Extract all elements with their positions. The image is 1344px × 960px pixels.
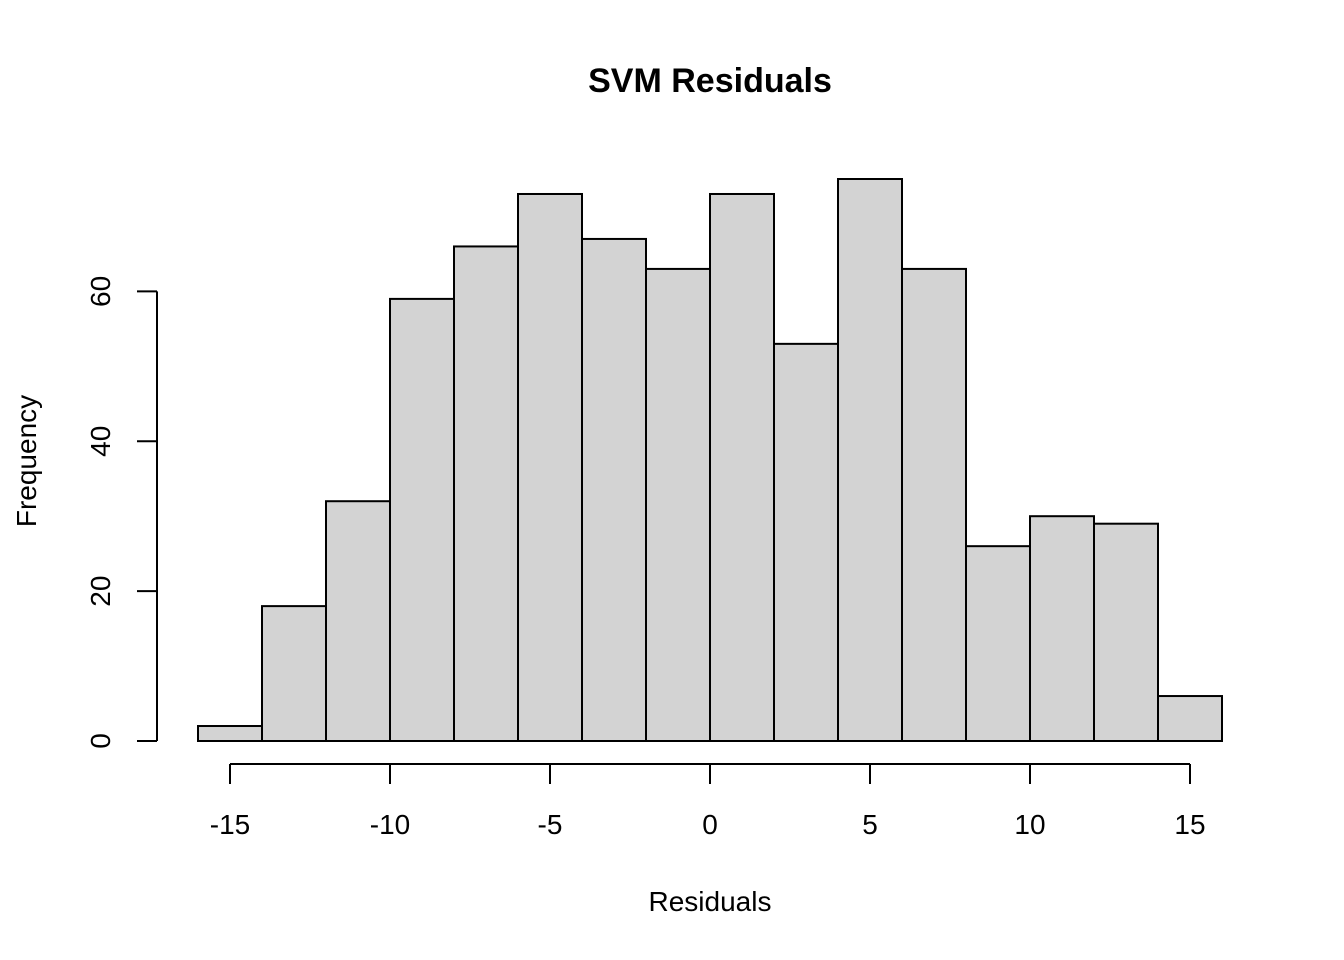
y-tick-label-1: 20 [85, 576, 116, 607]
y-axis-title: Frequency [11, 395, 42, 527]
chart-title: SVM Residuals [588, 62, 832, 100]
bars-group [197, 178, 1223, 743]
histogram-bar-3 [389, 297, 455, 742]
x-axis-title: Residuals [649, 886, 772, 917]
histogram-bar-5 [517, 192, 583, 742]
histogram-bar-4 [453, 245, 519, 742]
x-tick-label-3: 0 [702, 809, 718, 840]
histogram-bar-6 [581, 237, 647, 743]
histogram-bar-14 [1093, 522, 1159, 743]
histogram-bar-0 [197, 725, 263, 742]
y-axis: 0 20 40 60 [85, 276, 158, 749]
y-tick-label-3: 60 [85, 276, 116, 307]
y-tick-label-0: 0 [85, 733, 116, 749]
histogram-bar-12 [965, 545, 1031, 742]
histogram-bar-7 [645, 267, 711, 742]
x-tick-label-6: 15 [1174, 809, 1205, 840]
x-tick-label-5: 10 [1014, 809, 1045, 840]
histogram-bar-9 [773, 342, 839, 742]
histogram-bar-15 [1157, 695, 1223, 742]
histogram-bar-8 [709, 192, 775, 742]
histogram-bar-10 [837, 178, 903, 742]
x-axis: -15 -10 -5 0 5 10 15 [210, 763, 1206, 840]
y-tick-label-2: 40 [85, 426, 116, 457]
x-tick-label-2: -5 [538, 809, 563, 840]
histogram-bar-11 [901, 267, 967, 742]
histogram-bar-2 [325, 500, 391, 743]
histogram-bar-13 [1029, 515, 1095, 743]
x-tick-label-0: -15 [210, 809, 250, 840]
x-tick-label-4: 5 [862, 809, 878, 840]
histogram-bar-1 [261, 605, 327, 742]
x-tick-label-1: -10 [370, 809, 410, 840]
